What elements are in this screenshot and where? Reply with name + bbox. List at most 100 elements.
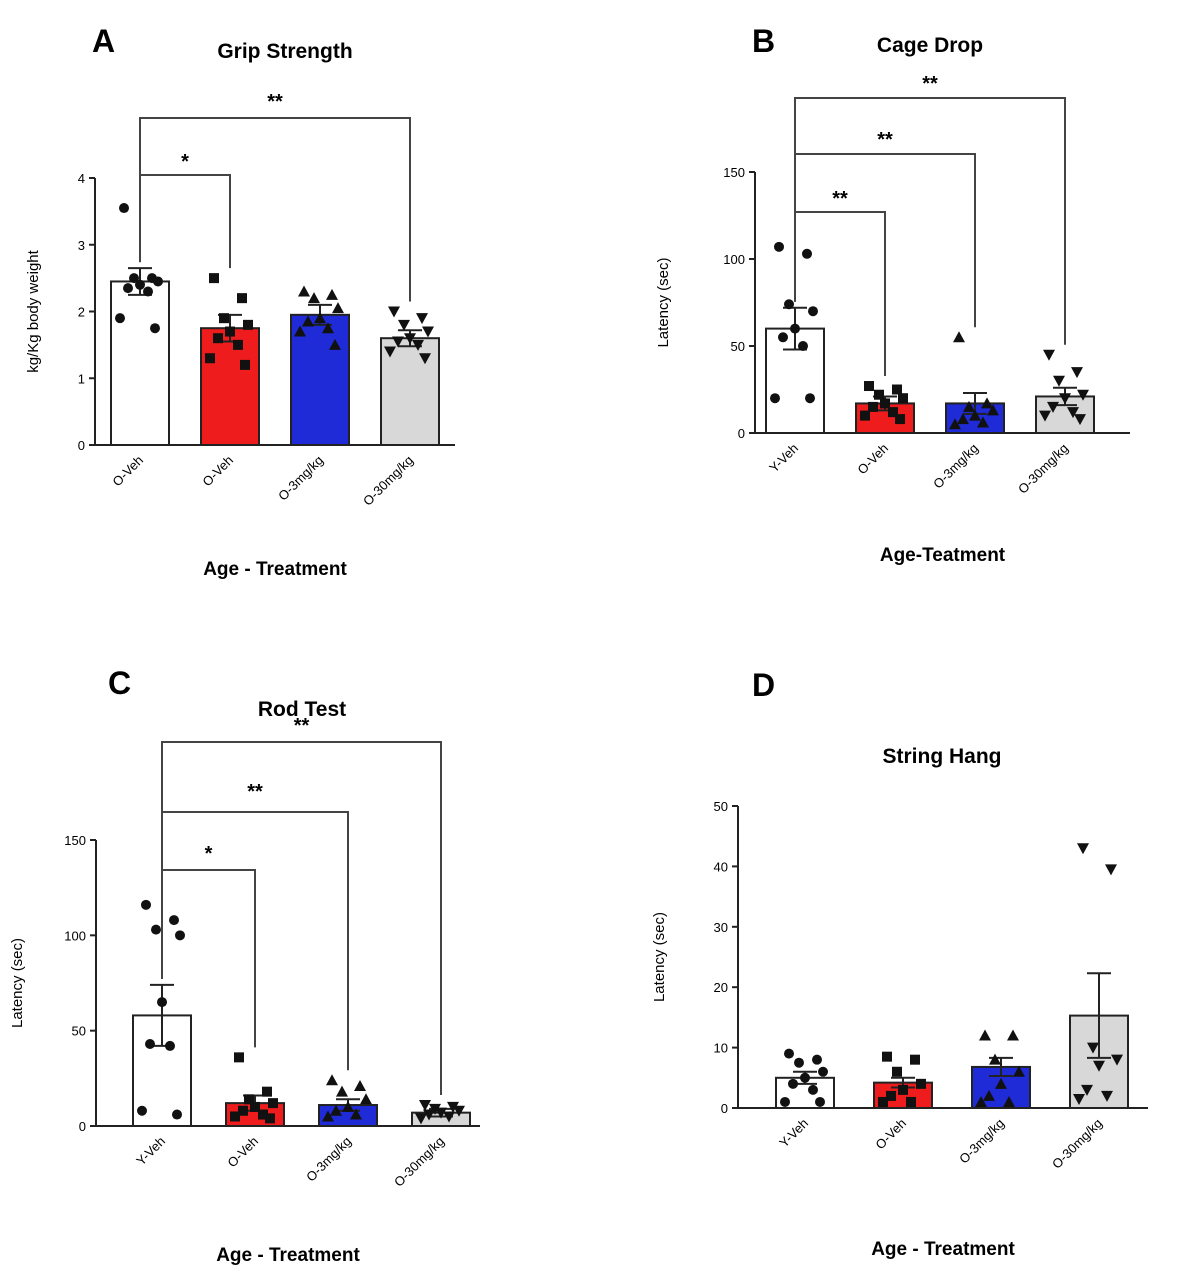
data-point bbox=[788, 1078, 798, 1089]
y-tick-label: 0 bbox=[79, 1119, 86, 1134]
data-point bbox=[230, 1111, 240, 1122]
x-tick-label: O-Veh bbox=[854, 441, 891, 478]
y-tick-label: 50 bbox=[731, 339, 745, 354]
panel-letter: B bbox=[752, 23, 775, 59]
data-point bbox=[818, 1066, 828, 1077]
data-point bbox=[145, 1039, 155, 1050]
x-tick-label: O-Veh bbox=[109, 453, 146, 490]
y-tick-label: 2 bbox=[78, 305, 85, 320]
data-point bbox=[225, 326, 235, 337]
data-point bbox=[447, 1101, 459, 1113]
data-point bbox=[326, 288, 338, 300]
data-point bbox=[989, 1053, 1001, 1065]
data-point bbox=[784, 1048, 794, 1059]
data-point bbox=[250, 1101, 260, 1112]
significance-bracket bbox=[139, 174, 231, 269]
y-tick-label: 4 bbox=[78, 171, 85, 186]
data-point bbox=[1043, 349, 1055, 361]
chart-panel-b: B Cage Drop 0 50 100 150 Latency (sec) Y-Veh O-V… bbox=[655, 23, 1130, 566]
data-point bbox=[336, 1085, 348, 1097]
data-point bbox=[234, 1052, 244, 1063]
data-point bbox=[384, 346, 396, 358]
data-point bbox=[115, 313, 125, 324]
data-point bbox=[778, 332, 788, 343]
y-tick-label: 150 bbox=[64, 833, 86, 848]
data-point bbox=[815, 1096, 825, 1107]
data-point bbox=[957, 413, 969, 425]
data-point bbox=[175, 930, 185, 941]
data-point bbox=[135, 279, 145, 290]
x-axis-title: Age-Teatment bbox=[880, 545, 1006, 566]
data-point bbox=[898, 393, 908, 404]
bar bbox=[200, 327, 260, 446]
y-axis-title: Latency (sec) bbox=[9, 938, 26, 1028]
panel-letter: D bbox=[752, 667, 775, 703]
y-tick-label: 10 bbox=[714, 1041, 728, 1056]
data-point bbox=[423, 1109, 435, 1121]
x-tick-label: O-30mg/kg bbox=[360, 453, 416, 509]
data-point bbox=[329, 338, 341, 350]
data-point bbox=[916, 1078, 926, 1089]
x-tick-label: O-3mg/kg bbox=[956, 1116, 1007, 1167]
data-point bbox=[129, 273, 139, 284]
data-point bbox=[794, 1057, 804, 1068]
data-point bbox=[143, 286, 153, 297]
data-point bbox=[774, 241, 784, 252]
data-point bbox=[898, 1084, 908, 1095]
data-point bbox=[151, 924, 161, 935]
data-point bbox=[1093, 1060, 1105, 1072]
data-point bbox=[1039, 410, 1051, 422]
data-point bbox=[238, 1105, 248, 1116]
panel-letter: C bbox=[108, 665, 131, 701]
bar bbox=[110, 280, 170, 446]
data-point bbox=[790, 323, 800, 334]
significance-label: ** bbox=[247, 781, 263, 803]
x-tick-label: O-3mg/kg bbox=[303, 1134, 354, 1185]
data-point bbox=[237, 293, 247, 304]
data-point bbox=[975, 1095, 987, 1107]
data-point bbox=[404, 333, 416, 345]
y-tick-label: 20 bbox=[714, 980, 728, 995]
data-point bbox=[262, 1086, 272, 1097]
data-point bbox=[416, 313, 428, 325]
y-tick-label: 100 bbox=[723, 252, 745, 267]
data-point bbox=[888, 407, 898, 418]
data-point bbox=[157, 997, 167, 1008]
chart-panel-c: C Rod Test 0 50 100 150 Latency (sec) Y-Veh O-Ve… bbox=[9, 665, 480, 1266]
data-point bbox=[1007, 1029, 1019, 1041]
data-point bbox=[802, 248, 812, 259]
y-tick-label: 0 bbox=[721, 1101, 728, 1116]
data-point bbox=[302, 315, 314, 327]
x-tick-label: Y-Veh bbox=[776, 1116, 811, 1151]
significance-bracket bbox=[794, 97, 1066, 345]
y-axis-title: Latency (sec) bbox=[655, 257, 672, 347]
data-point bbox=[435, 1107, 447, 1119]
data-point bbox=[987, 404, 999, 416]
x-axis-title: Age - Treatment bbox=[203, 559, 347, 580]
data-point bbox=[265, 1113, 275, 1124]
data-point bbox=[953, 331, 965, 343]
data-point bbox=[354, 1079, 366, 1091]
data-point bbox=[1013, 1065, 1025, 1077]
data-point bbox=[882, 1051, 892, 1062]
data-point bbox=[969, 409, 981, 421]
data-point bbox=[233, 339, 243, 350]
data-point bbox=[983, 1089, 995, 1101]
data-point bbox=[770, 393, 780, 404]
x-tick-label: O-Veh bbox=[224, 1134, 261, 1171]
data-point bbox=[153, 276, 163, 287]
data-point bbox=[808, 306, 818, 317]
data-point bbox=[294, 325, 306, 337]
x-tick-label: O-30mg/kg bbox=[391, 1134, 447, 1190]
data-point bbox=[360, 1093, 372, 1105]
y-tick-label: 150 bbox=[723, 165, 745, 180]
data-point bbox=[812, 1054, 822, 1065]
data-point bbox=[141, 899, 151, 910]
data-point bbox=[780, 1096, 790, 1107]
data-point bbox=[298, 285, 310, 297]
data-point bbox=[800, 1072, 810, 1083]
data-point bbox=[860, 410, 870, 421]
y-tick-label: 50 bbox=[72, 1024, 86, 1039]
y-tick-label: 3 bbox=[78, 238, 85, 253]
